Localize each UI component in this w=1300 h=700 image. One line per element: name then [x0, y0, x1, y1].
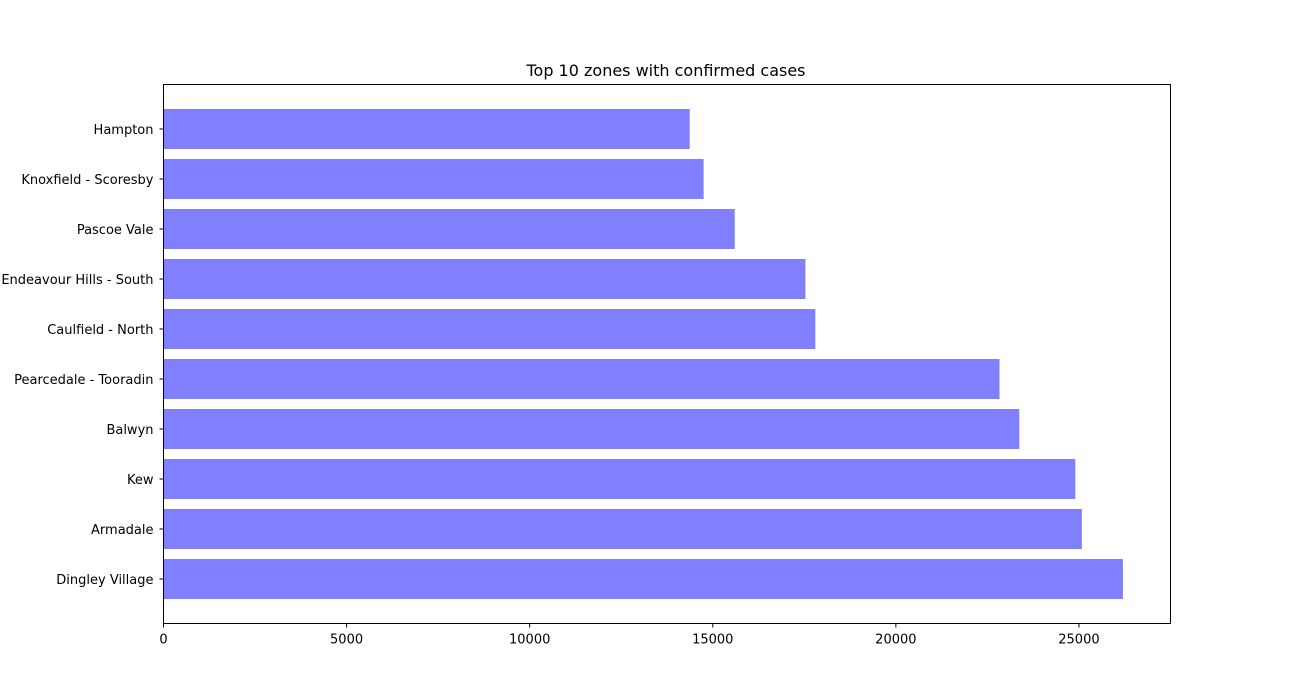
x-tick-label: 20000 [875, 633, 916, 648]
y-tick-label: Caulfield - North [47, 323, 153, 338]
chart-title: Top 10 zones with confirmed cases [525, 61, 805, 80]
y-tick-label: Balwyn [106, 423, 153, 438]
plot-frame [163, 84, 1171, 624]
y-tick-label: Pearcedale - Tooradin [14, 373, 153, 388]
x-tick-label: 5000 [330, 633, 363, 648]
bar-armadale [163, 509, 1082, 549]
bar-caulfield-north [163, 309, 816, 349]
bar-pascoe-vale [163, 209, 735, 249]
y-tick-label: Knoxfield - Scoresby [21, 173, 153, 188]
x-axis: 0 5000 10000 15000 20000 25000 [159, 623, 1100, 648]
bar-hampton [163, 109, 690, 149]
x-tick-label: 10000 [509, 633, 550, 648]
bar-balwyn [163, 409, 1020, 449]
x-tick-label: 25000 [1058, 633, 1099, 648]
x-tick-label: 0 [159, 633, 167, 648]
y-tick-label: Kew [127, 473, 154, 488]
y-tick-label: Hampton [94, 123, 154, 138]
bar-dingley-village [163, 559, 1123, 599]
y-tick-label: Armadale [91, 523, 153, 538]
bar-kew [163, 459, 1076, 499]
bars-group [163, 109, 1123, 599]
bar-pearcedale-tooradin [163, 359, 1000, 399]
x-tick-label: 15000 [692, 633, 733, 648]
y-tick-label: Endeavour Hills - South [1, 273, 153, 288]
y-tick-label: Pascoe Vale [77, 223, 154, 238]
bar-knoxfield-scoresby [163, 159, 704, 199]
y-axis: Dingley Village Armadale Kew Balwyn Pearceda… [1, 123, 164, 588]
bar-endeavour-hills-south [163, 259, 806, 299]
y-tick-label: Dingley Village [56, 573, 153, 588]
